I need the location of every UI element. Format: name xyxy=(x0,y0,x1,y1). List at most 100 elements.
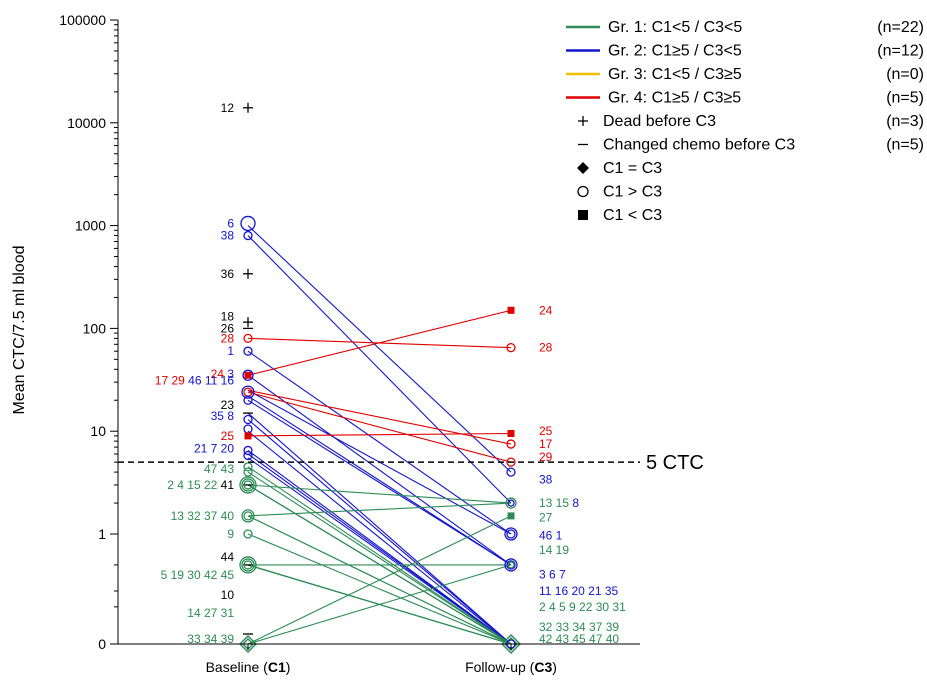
c3-point-label: 14 19 xyxy=(539,543,569,557)
data-markers xyxy=(239,102,521,654)
c1-label-part: 3 xyxy=(224,367,234,381)
y-tick-label: 0 xyxy=(98,636,106,652)
x-axis: Baseline (C1) Follow-up (C3) xyxy=(118,643,640,675)
c3-label-part: 11 16 20 21 35 xyxy=(539,584,619,598)
c1-label-part: 13 32 37 40 xyxy=(171,509,235,523)
data-line xyxy=(247,457,512,645)
circle-marker xyxy=(243,480,253,490)
c3-label-part: 24 xyxy=(539,303,553,317)
c3-label-part: 3 6 7 xyxy=(539,567,566,581)
legend-label: C1 = C3 xyxy=(603,160,662,177)
c1-label-part: 14 27 31 xyxy=(187,606,234,620)
c3-point-label: 13 15 8 xyxy=(539,496,579,510)
threshold: 5 CTC xyxy=(118,452,704,474)
c1-point-label: 24 3 xyxy=(211,367,235,381)
c1-label-part: 1 xyxy=(227,344,234,358)
circle-marker xyxy=(242,369,254,381)
circle-marker xyxy=(243,230,253,241)
data-line xyxy=(247,412,512,645)
data-line xyxy=(247,466,512,645)
circle-marker xyxy=(243,395,253,405)
legend: Gr. 1: C1<5 / C3<5 (n=22) Gr. 2: C1≥5 / C3… xyxy=(566,19,924,224)
data-line xyxy=(247,533,512,645)
square-marker xyxy=(578,210,588,220)
c3-point-label: 25 xyxy=(539,424,553,438)
circle-marker xyxy=(240,215,256,232)
data-line xyxy=(247,374,512,566)
c1-label-part: 26 xyxy=(221,321,235,335)
square-marker xyxy=(244,432,252,440)
legend-entry: Changed chemo before C3 (n=5) xyxy=(578,137,924,154)
c1-label-part: 43 xyxy=(217,462,234,476)
legend-label: Dead before C3 xyxy=(603,113,716,130)
c1-point-label: 18 xyxy=(221,310,235,324)
legend-entry: C1 > C3 xyxy=(577,184,662,201)
c1-label-part: 24 xyxy=(211,367,225,381)
threshold-label: 5 CTC xyxy=(646,452,704,474)
c3-label-part: 13 15 xyxy=(539,496,569,510)
circle-marker xyxy=(243,529,253,539)
legend-entry: Gr. 4: C1≥5 / C3≥5 (n=5) xyxy=(566,90,924,107)
c1-label-part: 41 xyxy=(217,478,234,492)
square-marker xyxy=(507,306,515,314)
circle-marker xyxy=(243,467,253,477)
c3-label-part: 25 xyxy=(539,424,553,438)
c3-label-part: 2 4 5 9 22 30 31 xyxy=(539,600,626,614)
diamond-marker xyxy=(577,162,589,174)
x-label-bold: C3 xyxy=(534,659,552,675)
diamond-marker xyxy=(239,635,257,653)
c1-label-part: 44 xyxy=(221,550,235,564)
data-line xyxy=(247,309,512,376)
legend-entry: Gr. 1: C1<5 / C3<5 (n=22) xyxy=(566,19,924,36)
circle-marker xyxy=(504,527,518,541)
y-tick-label: 1 xyxy=(98,526,106,542)
data-line xyxy=(247,235,512,504)
c1-point-label: 21 7 20 xyxy=(194,441,234,455)
c1-point-label: 28 xyxy=(221,331,235,345)
circle-marker xyxy=(243,333,253,344)
c3-label-part: 17 xyxy=(539,437,553,451)
c1-label-part: 9 xyxy=(227,527,234,541)
legend-entry: C1 = C3 xyxy=(577,160,662,177)
c3-label-part: 46 1 xyxy=(539,528,563,542)
circle-marker xyxy=(243,346,253,356)
circle-marker xyxy=(243,414,253,425)
legend-entry: Dead before C3 (n=3) xyxy=(578,113,924,130)
c1-point-label: 5 19 30 42 45 xyxy=(161,568,235,582)
circle-marker xyxy=(506,529,516,539)
c1-point-label: 13 32 37 40 xyxy=(171,509,235,523)
data-line xyxy=(247,432,512,437)
legend-entry: C1 < C3 xyxy=(578,207,662,224)
c3-point-label: 28 xyxy=(539,341,553,355)
y-tick-label: 100 xyxy=(83,320,107,336)
legend-count: (n=0) xyxy=(886,66,924,83)
legend-count: (n=5) xyxy=(886,90,924,107)
data-line xyxy=(247,484,512,504)
legend-label: C1 < C3 xyxy=(603,207,662,224)
c1-label-part: 18 xyxy=(221,310,235,324)
c1-label-part: 21 xyxy=(194,441,208,455)
c3-point-label: 24 xyxy=(539,303,553,317)
legend-entry: Gr. 3: C1<5 / C3≥5 (n=0) xyxy=(566,66,924,83)
circle-marker xyxy=(506,457,516,467)
data-line xyxy=(247,391,512,463)
x-label-prefix: Follow-up ( xyxy=(465,659,535,675)
legend-label: Gr. 1: C1<5 / C3<5 xyxy=(608,19,742,36)
c3-point-label: 17 xyxy=(539,437,553,451)
c1-point-label: 10 xyxy=(221,588,235,602)
c1-label-part: 16 xyxy=(217,374,234,388)
c1-point-label: 25 xyxy=(221,429,235,443)
x-label-bold: C1 xyxy=(268,659,286,675)
c1-label-part: 8 xyxy=(224,409,234,423)
c1-label-part: 10 xyxy=(221,588,235,602)
c1-label-part: 17 xyxy=(155,374,169,388)
c1-point-label: 12 xyxy=(221,101,235,115)
data-line xyxy=(247,515,512,645)
data-line xyxy=(247,225,512,473)
data-line xyxy=(247,430,512,645)
c1-point-label: 6 xyxy=(227,216,234,230)
c3-point-label: 29 xyxy=(539,450,553,464)
